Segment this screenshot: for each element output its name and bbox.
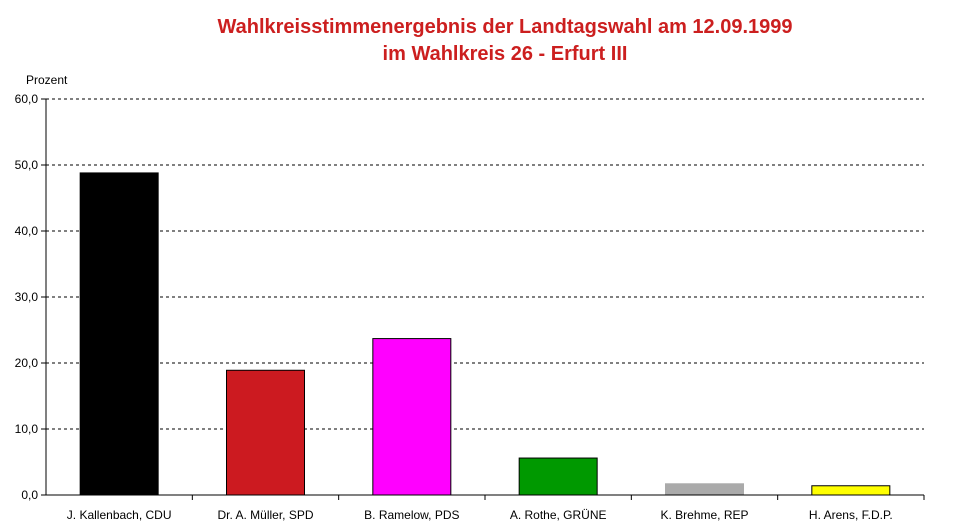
x-tick-labels: J. Kallenbach, CDU Dr. A. Müller, SPD B. R…	[67, 508, 893, 522]
x-tick-label: Dr. A. Müller, SPD	[217, 508, 313, 522]
bar	[518, 457, 598, 496]
chart-subtitle: im Wahlkreis 26 - Erfurt III	[383, 43, 628, 65]
y-tick-label: 0,0	[21, 488, 38, 502]
y-tick-label: 50,0	[15, 158, 39, 172]
y-tick-label: 40,0	[15, 224, 39, 238]
x-tick-label: H. Arens, F.D.P.	[809, 508, 893, 522]
chart-title: Wahlkreisstimmenergebnis der Landtagswah…	[217, 16, 792, 38]
gridlines	[46, 98, 924, 430]
y-tick-label: 10,0	[15, 422, 39, 436]
bars	[79, 172, 891, 496]
x-tick-label: A. Rothe, GRÜNE	[510, 508, 607, 522]
y-tick-labels: 0,0 10,0 20,0 30,0 40,0 50,0 60,0	[15, 92, 39, 502]
x-tick-label: B. Ramelow, PDS	[364, 508, 459, 522]
bar	[811, 485, 891, 496]
y-tick-label: 30,0	[15, 290, 39, 304]
y-axis-label: Prozent	[26, 73, 68, 87]
x-tick-label: K. Brehme, REP	[660, 508, 748, 522]
bar	[226, 369, 305, 496]
axes	[41, 98, 925, 500]
bar	[372, 338, 452, 496]
bar	[665, 483, 744, 496]
bar	[79, 172, 159, 496]
x-tick-label: J. Kallenbach, CDU	[67, 508, 172, 522]
y-tick-label: 60,0	[15, 92, 39, 106]
y-tick-label: 20,0	[15, 356, 39, 370]
